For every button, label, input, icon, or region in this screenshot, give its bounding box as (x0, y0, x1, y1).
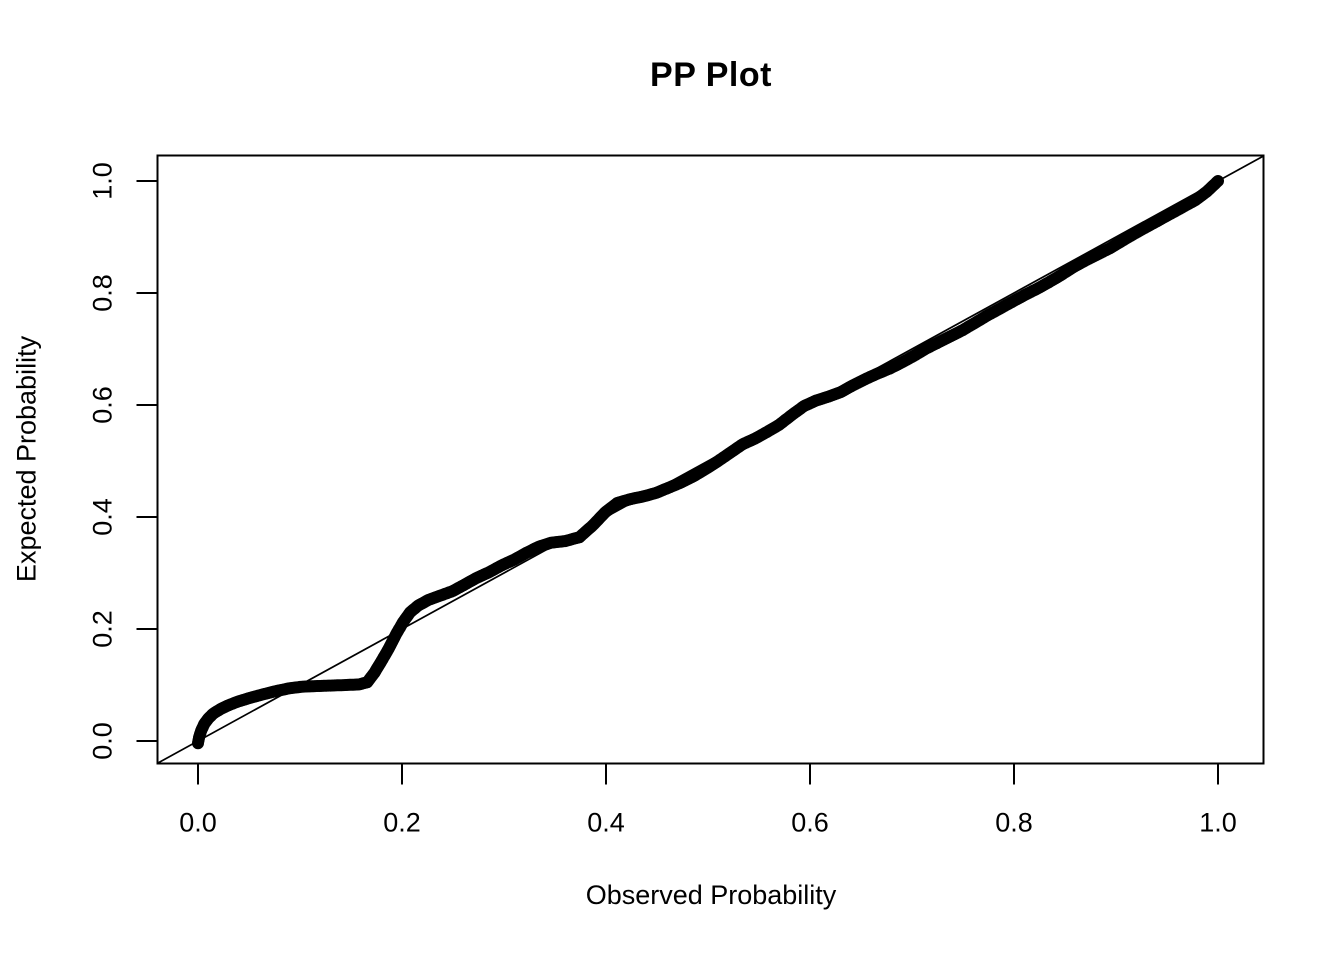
plot-box (156, 154, 1265, 765)
data-point (1212, 174, 1225, 187)
y-tick-label: 1.0 (87, 162, 117, 200)
y-tick-label: 0.2 (87, 610, 117, 648)
x-tick-label: 0.0 (179, 808, 217, 838)
x-tick-label: 1.0 (1199, 808, 1237, 838)
chart-title: PP Plot (650, 56, 772, 94)
x-tick-label: 0.2 (383, 808, 421, 838)
x-tick-label: 0.6 (791, 808, 829, 838)
x-axis-label: Observed Probability (585, 880, 837, 910)
x-tick-label: 0.4 (587, 808, 625, 838)
y-tick-label: 0.4 (87, 498, 117, 536)
y-tick-label: 0.6 (87, 386, 117, 424)
pp-points (191, 174, 1225, 750)
y-tick-label: 0.0 (87, 722, 117, 760)
y-tick-label: 0.8 (87, 274, 117, 312)
x-tick-label: 0.8 (995, 808, 1033, 838)
